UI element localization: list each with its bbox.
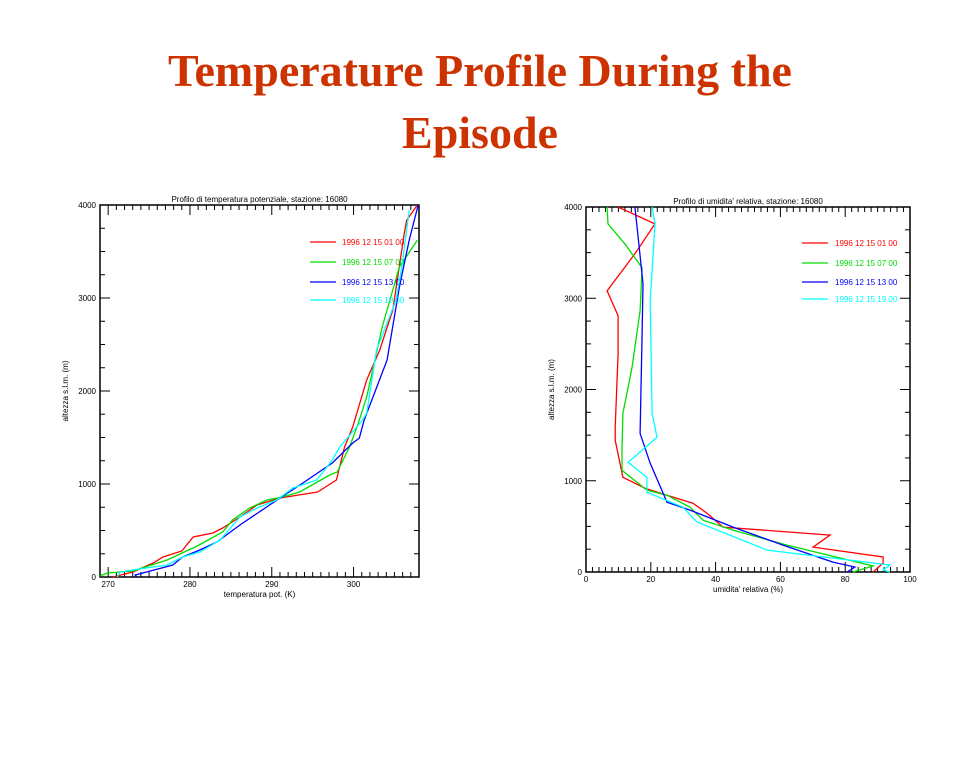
legend-label: 1996 12 15 01 00 (835, 239, 898, 248)
y-tick-label: 2000 (78, 387, 96, 396)
x-tick-label: 100 (903, 575, 917, 584)
y-axis-label: altezza s.l.m. (m) (61, 360, 70, 421)
x-tick-label: 0 (584, 575, 589, 584)
x-tick-label: 40 (711, 575, 720, 584)
slide-title: Temperature Profile During the Episode (0, 40, 960, 164)
y-tick-label: 3000 (564, 294, 582, 303)
x-axis-label: umidita' relativa (%) (713, 585, 783, 594)
y-tick-label: 4000 (564, 203, 582, 212)
x-tick-label: 80 (841, 575, 850, 584)
x-axis-label: temperatura pot. (K) (224, 590, 296, 599)
x-tick-label: 300 (347, 580, 361, 589)
slide-title-line-1: Temperature Profile During the (168, 45, 792, 96)
y-tick-label: 1000 (78, 480, 96, 489)
y-tick-label: 4000 (78, 201, 96, 210)
series-line-3 (116, 210, 410, 578)
series-line-2 (134, 204, 419, 578)
legend-label: 1996 12 15 13 00 (342, 278, 405, 287)
y-tick-label: 0 (578, 568, 583, 577)
series-line-1 (606, 206, 876, 573)
series-line-3 (627, 206, 892, 573)
x-tick-label: 290 (265, 580, 279, 589)
legend-label: 1996 12 15 07 00 (835, 259, 898, 268)
y-tick-label: 1000 (564, 477, 582, 486)
y-tick-label: 0 (92, 573, 97, 582)
legend-label: 1996 12 15 07 00 (342, 258, 405, 267)
x-tick-label: 20 (646, 575, 655, 584)
legend-label: 1996 12 15 19 00 (835, 295, 898, 304)
series-line-2 (634, 206, 857, 573)
chart-title: Profilo di temperatura potenziale, stazi… (171, 195, 348, 204)
series-line-1 (99, 239, 418, 577)
chart-title: Profilo di umidita' relativa, stazione: … (673, 197, 823, 206)
legend-label: 1996 12 15 01 00 (342, 238, 405, 247)
x-tick-label: 270 (101, 580, 115, 589)
x-tick-label: 280 (183, 580, 197, 589)
legend-label: 1996 12 15 13 00 (835, 278, 898, 287)
y-tick-label: 3000 (78, 294, 96, 303)
y-tick-label: 2000 (564, 386, 582, 395)
legend-label: 1996 12 15 19 00 (342, 296, 405, 305)
y-axis-label: altezza s.l.m. (m) (547, 359, 556, 420)
slide-title-line-2: Episode (402, 107, 558, 158)
x-tick-label: 60 (776, 575, 785, 584)
